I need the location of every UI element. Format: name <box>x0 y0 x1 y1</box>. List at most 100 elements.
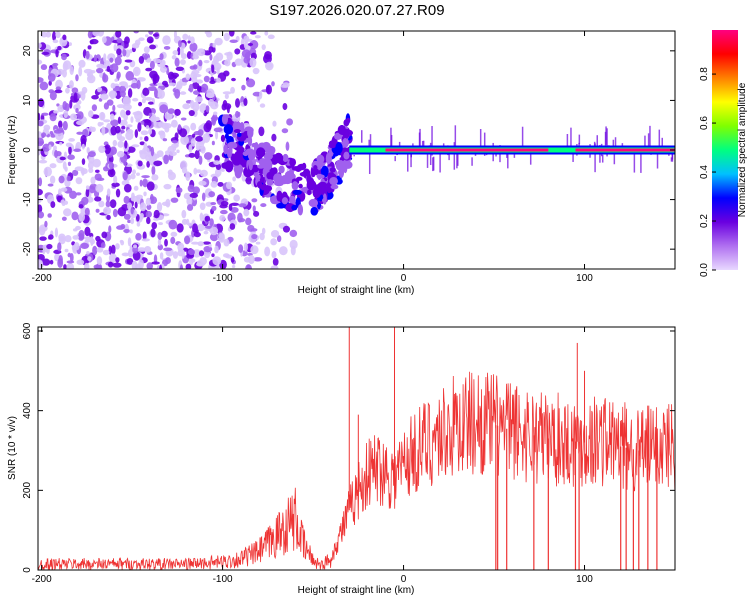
noise-blob <box>140 120 145 125</box>
noise-blob <box>159 104 169 114</box>
noise-blob <box>92 158 101 168</box>
snr-ylabel: SNR (10 * v/v) <box>7 416 18 480</box>
noise-blob <box>126 257 134 265</box>
noise-blob <box>115 188 121 198</box>
noise-blob <box>163 45 171 50</box>
noise-blob <box>228 31 235 37</box>
noise-blob <box>60 199 65 205</box>
noise-blob <box>272 257 279 266</box>
noise-blob <box>76 111 84 120</box>
noise-blob <box>191 241 200 245</box>
noise-blob <box>123 195 130 204</box>
noise-blob <box>173 31 177 39</box>
noise-blob <box>38 146 41 153</box>
noise-blob <box>138 259 144 269</box>
noise-blob <box>167 71 175 80</box>
drift-blob <box>320 165 329 178</box>
noise-blob <box>211 140 215 146</box>
noise-blob <box>59 156 66 161</box>
noise-blob <box>246 38 253 42</box>
drift-blob <box>308 198 319 208</box>
noise-blob <box>38 77 44 83</box>
drift-blob <box>289 158 297 167</box>
noise-blob <box>282 103 288 111</box>
spectrogram-blobs <box>38 31 675 269</box>
noise-blob <box>245 176 253 185</box>
noise-blob <box>148 31 154 35</box>
noise-blob <box>159 65 168 73</box>
noise-blob <box>159 252 164 260</box>
noise-blob <box>68 138 76 142</box>
noise-blob <box>245 217 252 226</box>
noise-blob <box>143 53 148 60</box>
noise-blob <box>208 243 212 248</box>
noise-blob <box>157 232 163 240</box>
noise-blob <box>196 79 203 84</box>
noise-blob <box>271 133 277 142</box>
noise-blob <box>132 169 137 175</box>
noise-blob <box>249 39 259 50</box>
noise-blob <box>226 105 230 114</box>
noise-blob <box>175 187 183 194</box>
noise-blob <box>158 222 163 226</box>
drift-blob <box>266 179 274 186</box>
noise-blob <box>92 245 98 256</box>
noise-blob <box>259 232 265 241</box>
noise-blob <box>116 71 121 79</box>
noise-blob <box>124 59 133 63</box>
noise-blob <box>78 212 85 222</box>
noise-blob <box>224 93 229 99</box>
noise-blob <box>64 234 72 243</box>
noise-blob <box>147 39 154 43</box>
noise-blob <box>252 205 256 213</box>
drift-blob <box>251 142 258 148</box>
noise-blob <box>192 54 199 60</box>
noise-blob <box>38 196 42 204</box>
noise-blob <box>80 168 88 175</box>
noise-blob <box>153 254 158 264</box>
noise-blob <box>205 105 210 113</box>
noise-blob <box>276 235 282 243</box>
noise-blob <box>134 129 139 138</box>
noise-blob <box>146 204 152 211</box>
noise-blob <box>130 82 139 89</box>
noise-blob <box>52 62 59 67</box>
drift-blob <box>255 173 261 181</box>
noise-blob <box>229 39 238 43</box>
noise-blob <box>171 119 178 128</box>
noise-blob <box>81 158 86 166</box>
noise-blob <box>209 226 219 236</box>
noise-blob <box>136 172 140 176</box>
noise-blob <box>279 246 288 256</box>
noise-blob <box>188 152 196 158</box>
snr-xtick-label: 100 <box>576 574 593 585</box>
noise-blob <box>103 119 111 123</box>
noise-blob <box>195 169 202 174</box>
drift-blob <box>335 142 343 154</box>
noise-blob <box>230 202 240 207</box>
drift-blob <box>226 148 232 159</box>
noise-blob <box>40 31 48 38</box>
noise-blob <box>75 192 82 196</box>
noise-blob <box>199 212 204 222</box>
noise-blob <box>102 249 110 256</box>
drift-blob <box>284 170 294 179</box>
noise-blob <box>120 223 126 230</box>
drift-blob <box>322 198 327 203</box>
noise-blob <box>84 262 90 269</box>
noise-blob <box>190 99 195 109</box>
colorbar-tick-label: 0.8 <box>699 67 710 81</box>
noise-blob <box>249 57 257 68</box>
drift-blob <box>338 159 344 171</box>
drift-blob <box>278 165 285 174</box>
noise-blob <box>48 80 52 86</box>
noise-blob <box>141 175 150 179</box>
noise-blob <box>58 175 65 184</box>
snr-ytick-label: 400 <box>22 402 33 419</box>
noise-blob <box>178 40 182 48</box>
drift-blob <box>276 202 286 209</box>
noise-blob <box>90 126 96 132</box>
noise-blob <box>202 133 211 143</box>
noise-blob <box>122 96 131 107</box>
